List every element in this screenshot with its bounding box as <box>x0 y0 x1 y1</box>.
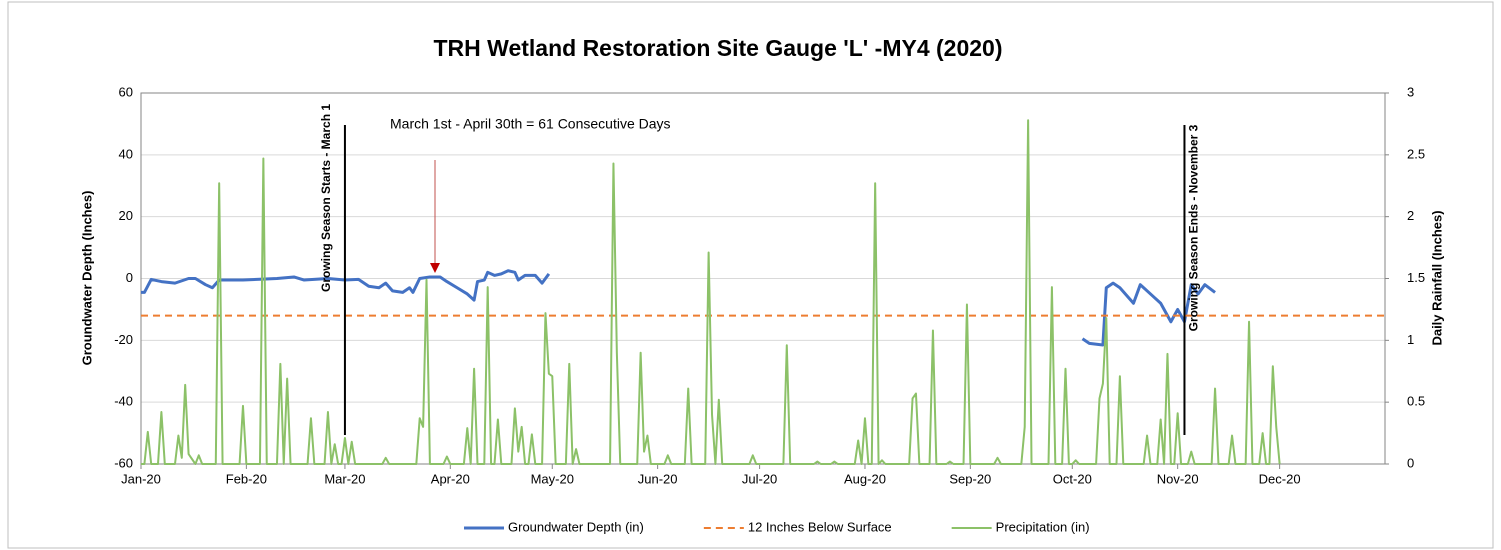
y-tick-label: 20 <box>119 208 133 223</box>
legend-label: Groundwater Depth (in) <box>508 519 644 534</box>
y-tick-label: -60 <box>114 455 133 470</box>
series-line <box>141 269 1216 347</box>
y2-tick-label: 1 <box>1407 332 1414 347</box>
x-tick-label: May-20 <box>531 471 574 486</box>
y2-tick-label: 0.5 <box>1407 394 1425 409</box>
arrow-head <box>430 263 440 273</box>
y-tick-label: 0 <box>126 270 133 285</box>
x-tick-label: Jun-20 <box>638 471 678 486</box>
annotation: Growing Season Ends - November 3 <box>1187 124 1201 331</box>
y-tick-label: 40 <box>119 146 133 161</box>
y2-axis-title: Daily Rainfall (Inches) <box>1429 210 1444 345</box>
legend-label: Precipitation (in) <box>996 519 1090 534</box>
annotation: March 1st - April 30th = 61 Consecutive … <box>390 116 671 132</box>
x-tick-label: Sep-20 <box>949 471 991 486</box>
annotation: Growing Season Starts - March 1 <box>319 104 333 292</box>
x-tick-label: Feb-20 <box>226 471 267 486</box>
x-tick-label: Nov-20 <box>1157 471 1199 486</box>
y2-tick-label: 0 <box>1407 455 1414 470</box>
y2-tick-label: 3 <box>1407 84 1414 99</box>
x-tick-label: Apr-20 <box>431 471 470 486</box>
y-tick-label: -20 <box>114 332 133 347</box>
y2-tick-label: 2.5 <box>1407 146 1425 161</box>
x-tick-label: Aug-20 <box>844 471 886 486</box>
x-tick-label: Jan-20 <box>121 471 161 486</box>
x-tick-label: Jul-20 <box>742 471 777 486</box>
x-tick-label: Mar-20 <box>324 471 365 486</box>
y-tick-label: 60 <box>119 84 133 99</box>
legend-label: 12 Inches Below Surface <box>748 519 892 534</box>
chart-title: TRH Wetland Restoration Site Gauge 'L' -… <box>434 35 1003 61</box>
y-axis-title: Groundwater Depth (Inches) <box>79 191 94 366</box>
chart-frame <box>7 1 1494 549</box>
x-tick-label: Oct-20 <box>1053 471 1092 486</box>
y2-tick-label: 1.5 <box>1407 270 1425 285</box>
x-tick-label: Dec-20 <box>1259 471 1301 486</box>
y-tick-label: -40 <box>114 394 133 409</box>
series-line <box>141 119 1281 465</box>
y2-tick-label: 2 <box>1407 208 1414 223</box>
